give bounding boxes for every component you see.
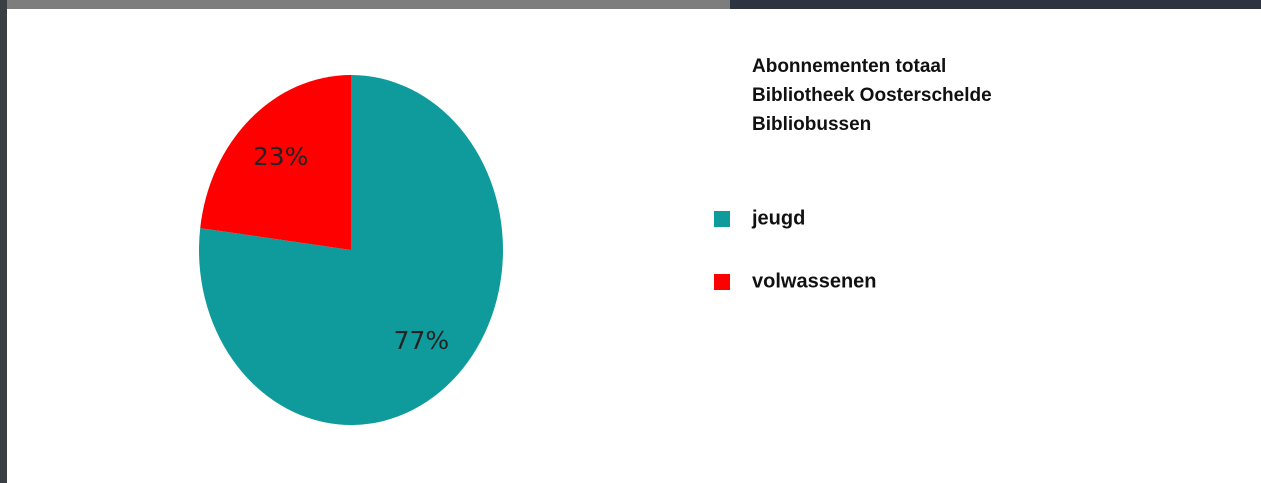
title-line: Abonnementen totaal [752,56,946,77]
slice-label: 77% [394,326,450,355]
legend-label: jeugd [751,207,805,229]
title: Abonnementen totaal Bibliotheek Oostersch… [752,56,992,135]
legend-swatch [714,274,730,290]
legend-swatch [714,211,730,227]
frame-left [0,0,7,483]
pie-slice [200,75,351,250]
legend-label: volwassenen [752,270,877,292]
slice-label: 23% [253,142,309,171]
frame-top-left [0,0,730,9]
pie-slice [199,75,503,426]
frame-top-right [730,0,1261,9]
title-line: Bibliobussen [752,114,871,135]
title-line: Bibliotheek Oosterschelde [752,85,992,106]
